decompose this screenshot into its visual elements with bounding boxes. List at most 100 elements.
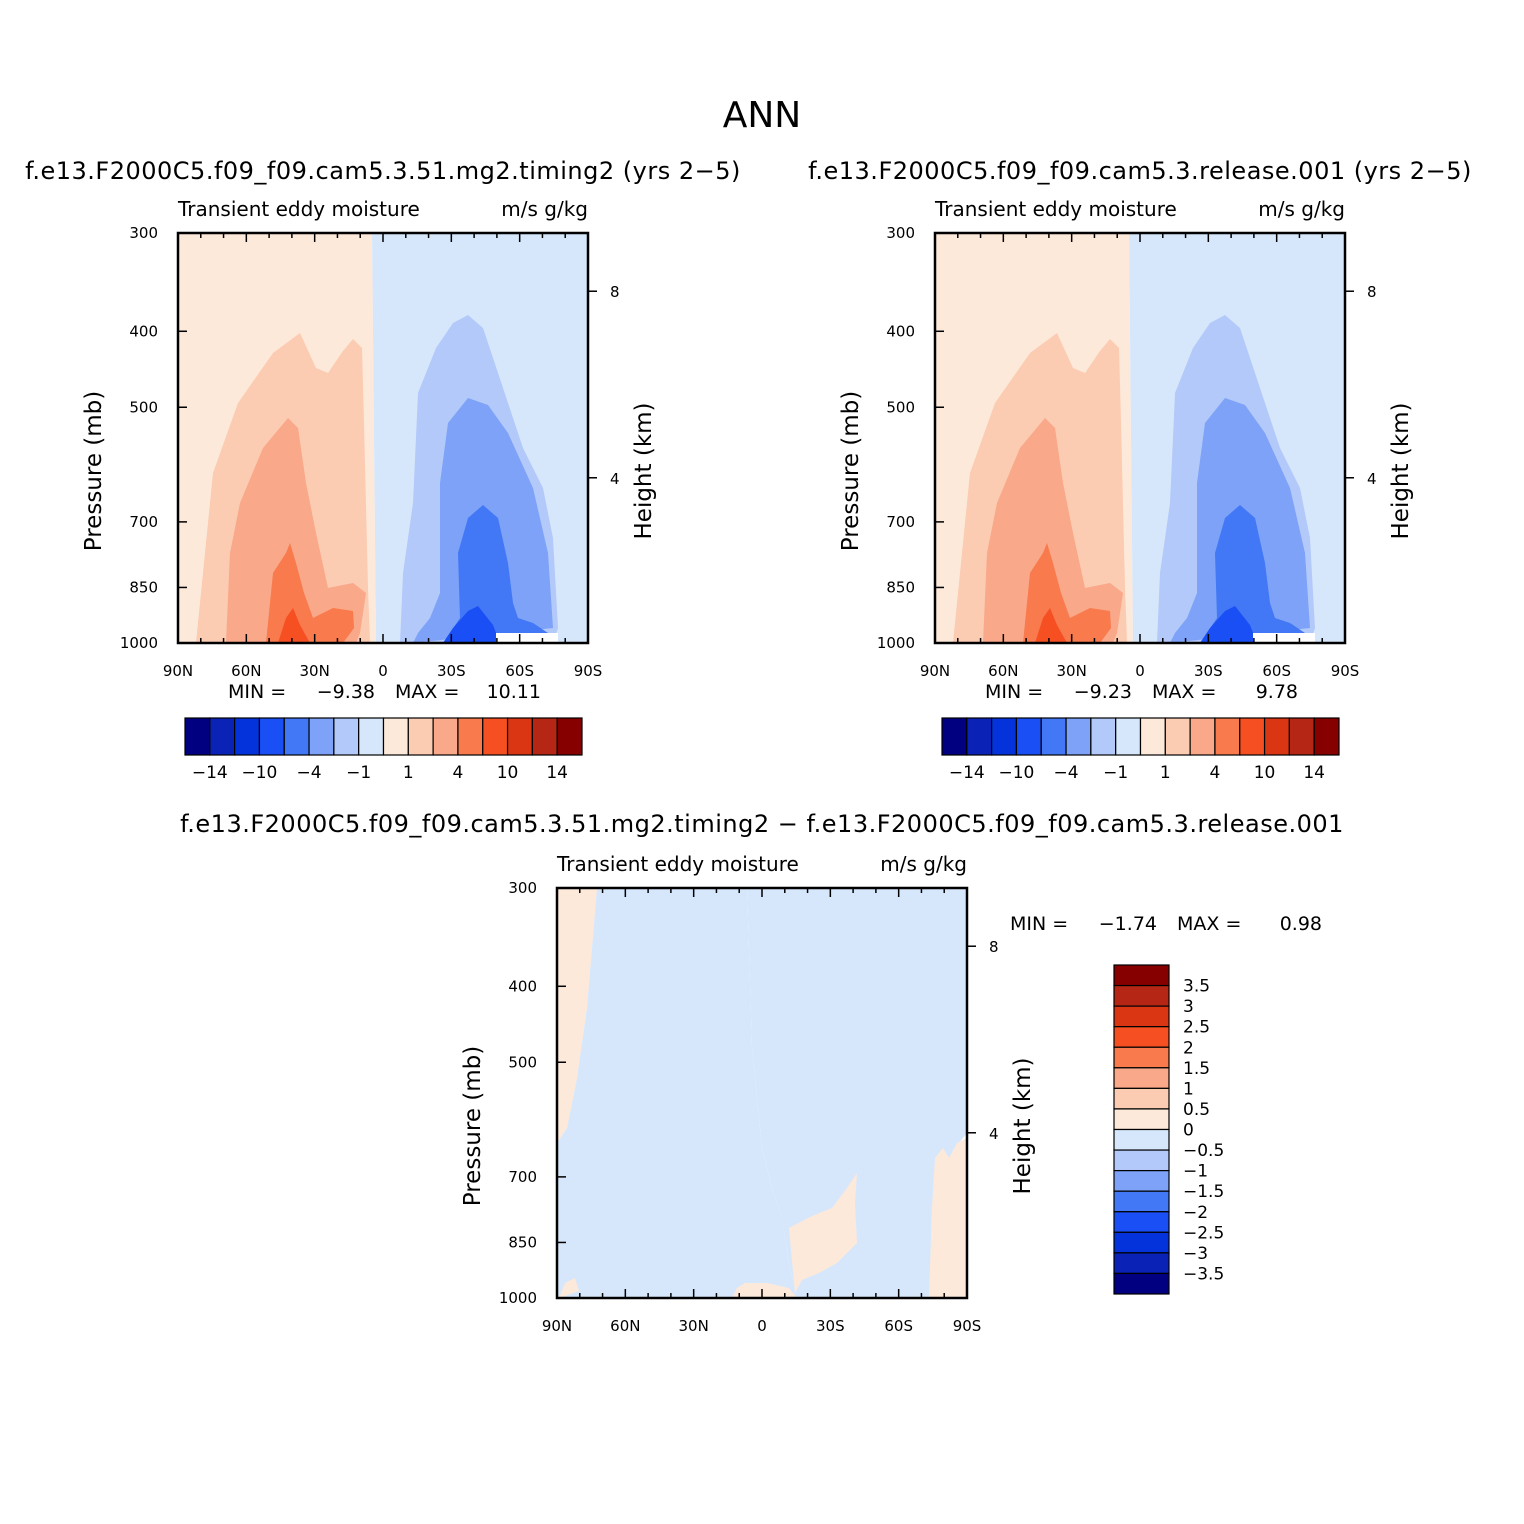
- colorbar-swatch: [184, 717, 211, 756]
- colorbar-swatch: [1113, 1272, 1170, 1295]
- colorbar-swatch: [1113, 1046, 1170, 1069]
- colorbar-label: −1.5: [1183, 1182, 1224, 1202]
- max-value: 9.78: [1256, 681, 1298, 703]
- min-label: MIN =: [228, 681, 286, 703]
- colorbar-swatch: [482, 717, 509, 756]
- colorbar: −14 −10 −4 −1 1 4 10 14: [941, 717, 1340, 783]
- colorbar-swatch: [1113, 1087, 1170, 1110]
- contour-region: [1035, 608, 1067, 643]
- x-tick-label: 0: [1135, 662, 1145, 680]
- colorbar-swatch: [333, 717, 360, 756]
- colorbar-swatch: [1113, 984, 1170, 1007]
- colorbar-swatch: [1113, 1170, 1170, 1192]
- x-tick-label: 60S: [1262, 662, 1291, 680]
- colorbar-swatch: [1239, 717, 1266, 756]
- colorbar: −14 −10 −4 −1 1 4 10 14: [184, 717, 583, 783]
- panel-subtitle: Transient eddy moisture: [934, 197, 1177, 221]
- y-tick-label: 1000: [120, 634, 158, 652]
- x-tick-label: 30N: [300, 662, 330, 680]
- colorbar-label: 10: [497, 763, 519, 783]
- right-tick-label: 4: [1367, 470, 1377, 488]
- x-tick-label: 90N: [542, 1317, 572, 1335]
- colorbar-label: 1: [403, 763, 414, 783]
- colorbar-swatch: [966, 717, 993, 756]
- contour-region: [557, 888, 597, 1298]
- min-value: −9.23: [1074, 681, 1132, 703]
- panel-units: m/s g/kg: [501, 197, 588, 221]
- colorbar-swatch: [358, 717, 385, 756]
- contour-region: [929, 1138, 967, 1298]
- colorbar-swatch: [1113, 1231, 1170, 1254]
- colorbar-swatch: [407, 717, 434, 756]
- colorbar-swatch: [1113, 964, 1170, 987]
- colorbar-swatch: [1263, 717, 1290, 756]
- x-tick-label: 90S: [1331, 662, 1360, 680]
- contour-field: [557, 888, 967, 1298]
- y-tick-label: 500: [886, 398, 915, 416]
- colorbar-label: −4: [297, 763, 322, 783]
- colorbar-swatch: [1113, 1067, 1170, 1089]
- x-tick-label: 90S: [953, 1317, 982, 1335]
- panel-2: f.e13.F2000C5.f09_f09.cam5.3.release.001…: [808, 157, 1471, 783]
- right-tick-label: 8: [1367, 283, 1377, 301]
- panel-3: f.e13.F2000C5.f09_f09.cam5.3.51.mg2.timi…: [180, 810, 1344, 1335]
- panel-title: f.e13.F2000C5.f09_f09.cam5.3.51.mg2.timi…: [180, 810, 1344, 838]
- contour-region: [639, 1168, 697, 1298]
- contour-field: [935, 233, 1345, 643]
- y-tick-label: 850: [886, 578, 915, 596]
- contour-region: [1200, 505, 1305, 643]
- colorbar-label: 2: [1183, 1038, 1194, 1058]
- colorbar-label: 10: [1254, 763, 1276, 783]
- right-axis-label: Height (km): [1010, 1057, 1036, 1194]
- colorbar-swatch: [1288, 717, 1315, 756]
- colorbar-swatch: [457, 717, 484, 756]
- colorbar-label: 14: [1303, 763, 1325, 783]
- colorbar-swatch: [234, 717, 261, 756]
- colorbar-label: −1: [1183, 1162, 1208, 1182]
- colorbar-swatch: [556, 717, 583, 756]
- x-tick-label: 60N: [231, 662, 261, 680]
- y-axis-label: Pressure (mb): [838, 391, 864, 551]
- x-tick-label: 60N: [988, 662, 1018, 680]
- colorbar-label: 1: [1183, 1079, 1194, 1099]
- colorbar: 3.532.521.510.50−0.5−1−1.5−2−2.5−3−3.5: [1113, 964, 1224, 1295]
- colorbar-swatch: [1189, 717, 1216, 756]
- contour-region: [789, 1173, 857, 1293]
- x-tick-label: 60N: [610, 1317, 640, 1335]
- panel-subtitle: Transient eddy moisture: [177, 197, 420, 221]
- y-tick-label: 700: [508, 1168, 537, 1186]
- contour-region: [983, 418, 1123, 643]
- colorbar-swatch: [941, 717, 968, 756]
- x-tick-label: 30S: [816, 1317, 845, 1335]
- y-tick-label: 700: [129, 513, 158, 531]
- max-label: MAX =: [1177, 913, 1241, 935]
- y-axis-label: Pressure (mb): [81, 391, 107, 551]
- contour-region: [443, 606, 500, 643]
- colorbar-swatch: [1015, 717, 1042, 756]
- right-axis-label: Height (km): [1388, 402, 1414, 539]
- min-value: −9.38: [317, 681, 375, 703]
- colorbar-label: −2.5: [1183, 1223, 1224, 1243]
- colorbar-swatch: [531, 717, 558, 756]
- contour-region: [1200, 606, 1257, 643]
- panel-units: m/s g/kg: [880, 852, 967, 876]
- right-tick-label: 8: [989, 938, 999, 956]
- colorbar-swatch: [1090, 717, 1117, 756]
- x-tick-label: 0: [757, 1317, 767, 1335]
- min-label: MIN =: [985, 681, 1043, 703]
- contour-region: [747, 888, 967, 1298]
- colorbar-swatch: [1164, 717, 1191, 756]
- colorbar-swatch: [1113, 1252, 1170, 1275]
- right-tick-label: 4: [989, 1125, 999, 1143]
- min-value: −1.74: [1099, 913, 1157, 935]
- colorbar-label: 1: [1160, 763, 1171, 783]
- colorbar-swatch: [1113, 1128, 1170, 1151]
- x-tick-label: 0: [378, 662, 388, 680]
- contour-region: [722, 1120, 753, 1270]
- contour-field: [178, 233, 588, 643]
- colorbar-swatch: [991, 717, 1018, 756]
- right-axis-label: Height (km): [631, 402, 657, 539]
- y-tick-label: 500: [129, 398, 158, 416]
- colorbar-label: 3: [1183, 997, 1194, 1017]
